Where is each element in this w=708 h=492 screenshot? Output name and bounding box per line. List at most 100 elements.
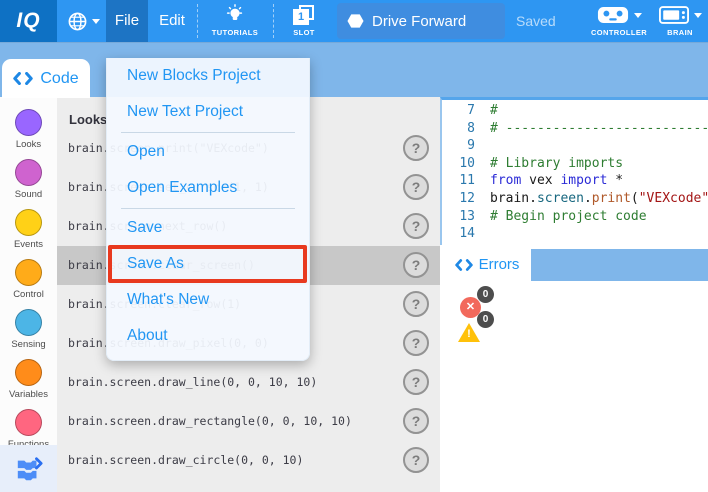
save-status: Saved — [516, 13, 556, 29]
help-button[interactable]: ? — [403, 368, 429, 395]
editor-line: 8 # -------------------------------------… — [442, 120, 708, 138]
line-number: 7 — [467, 103, 475, 118]
file-menu-item-new-blocks-project[interactable]: New Blocks Project — [127, 67, 261, 84]
line-number: 8 — [467, 120, 475, 136]
sidebar-category-functions[interactable]: Functions — [0, 409, 57, 459]
command-row[interactable]: brain.screen.draw_rectangle(0, 0, 10, 10… — [57, 402, 440, 441]
file-menu-divider — [121, 131, 295, 133]
toolbar-divider — [197, 4, 198, 38]
help-button[interactable]: ? — [403, 446, 429, 473]
file-menu-item-save-as[interactable]: Save As — [127, 255, 184, 272]
hexagon-icon — [347, 14, 364, 28]
code-editor[interactable]: 7 #8# -----------------------------------… — [440, 97, 708, 245]
warning-glyph: ! — [467, 328, 471, 340]
help-button[interactable]: ? — [403, 329, 429, 356]
category-circle-icon — [15, 159, 42, 186]
language-menu-button[interactable] — [60, 0, 106, 42]
errors-panel: ✕ 0 ! 0 — [440, 281, 708, 492]
command-row[interactable]: brain.screen.draw_line(0, 0, 10, 10)? — [57, 363, 440, 402]
help-button[interactable]: ? — [403, 173, 429, 200]
file-menu-item-what-s-new[interactable]: What's New — [127, 291, 210, 308]
help-button[interactable]: ? — [403, 134, 429, 161]
category-label: Variables — [9, 389, 48, 400]
code-segment: # Begin project code — [490, 208, 647, 224]
warning-icon — [458, 323, 480, 342]
code-segment: import — [560, 173, 608, 189]
code-segment: # — [490, 103, 498, 118]
help-button[interactable]: ? — [403, 212, 429, 239]
slot-button[interactable]: 1 SLOT — [280, 0, 328, 42]
line-number: 9 — [467, 138, 475, 154]
category-circle-icon — [15, 409, 42, 436]
category-palette: Looks Sound Events Control Sensing Variables F… — [0, 97, 57, 492]
project-name: Drive Forward — [372, 12, 467, 30]
line-number: 13 — [459, 208, 475, 224]
tab-code-label: Code — [40, 69, 79, 87]
code-segment: brain. — [490, 190, 537, 206]
sidebar-category-control[interactable]: Control — [0, 259, 57, 309]
help-button[interactable]: ? — [403, 251, 429, 278]
line-number: 11 — [459, 173, 475, 189]
file-menu-item-save[interactable]: Save — [127, 219, 163, 236]
tab-errors[interactable]: Errors — [443, 248, 531, 281]
brain-button[interactable]: BRAIN — [655, 0, 705, 42]
lightbulb-icon — [226, 4, 244, 20]
file-menu-item-open[interactable]: Open — [127, 143, 165, 160]
category-circle-icon — [15, 309, 42, 336]
controller-button[interactable]: CONTROLLER — [585, 0, 653, 42]
controller-label: CONTROLLER — [590, 28, 648, 37]
line-number: 14 — [459, 226, 475, 242]
code-segment: . — [583, 190, 592, 206]
file-menu-divider — [121, 207, 295, 209]
help-button[interactable]: ? — [403, 290, 429, 317]
line-number: 12 — [459, 190, 475, 206]
editor-line: 10 # Library imports — [442, 155, 708, 173]
warning-count-badge: 0 — [477, 311, 494, 328]
code-segment: * — [607, 173, 624, 189]
tab-code[interactable]: Code — [2, 59, 90, 98]
sidebar-category-sound[interactable]: Sound — [0, 159, 57, 209]
command-row[interactable]: brain.screen.draw_circle(0, 0, 10)? — [57, 441, 440, 480]
sidebar-category-events[interactable]: Events — [0, 209, 57, 259]
help-button[interactable]: ? — [403, 407, 429, 434]
code-segment: # Library imports — [490, 155, 624, 171]
sidebar-category-variables[interactable]: Variables — [0, 359, 57, 409]
category-circle-icon — [15, 209, 42, 236]
category-label: Sound — [14, 189, 43, 200]
category-label: Events — [13, 239, 44, 250]
brain-icon — [658, 6, 689, 24]
file-menu-item-about[interactable]: About — [127, 327, 168, 344]
command-code-text: brain.screen.draw_rectangle(0, 0, 10, 10… — [68, 413, 352, 428]
error-count-badge: 0 — [477, 286, 494, 303]
blocks-toggle-button[interactable] — [0, 445, 57, 492]
code-segment: screen — [536, 190, 584, 206]
errors-tab-strip — [531, 249, 708, 281]
code-icon — [13, 72, 34, 85]
slot-label: SLOT — [293, 28, 315, 37]
sidebar-category-looks[interactable]: Looks — [0, 109, 57, 159]
project-name-field[interactable]: Drive Forward — [337, 3, 505, 39]
code-segment: from — [490, 173, 522, 189]
category-label: Functions — [8, 439, 49, 450]
chevron-down-icon — [693, 12, 702, 18]
line-number: 10 — [459, 155, 475, 171]
chevron-down-icon — [633, 12, 642, 18]
sidebar-category-sensing[interactable]: Sensing — [0, 309, 57, 359]
tutorials-button[interactable]: TUTORIALS — [200, 0, 270, 42]
controller-icon — [597, 7, 628, 23]
code-icon — [454, 258, 473, 271]
code-segment: "VEXcode" — [638, 190, 708, 206]
toolbar: IQ File Edit — [0, 0, 708, 42]
editor-line: 13 # Begin project code — [442, 208, 708, 226]
menu-edit[interactable]: Edit — [159, 12, 185, 29]
category-circle-icon — [15, 259, 42, 286]
command-code-text: brain.screen.draw_circle(0, 0, 10) — [68, 452, 304, 467]
code-segment: vex — [521, 173, 561, 189]
file-menu-item-open-examples[interactable]: Open Examples — [127, 179, 238, 196]
category-label: Sensing — [11, 339, 46, 350]
file-menu-item-new-text-project[interactable]: New Text Project — [127, 103, 244, 120]
category-circle-icon — [15, 109, 42, 136]
menu-file[interactable]: File — [106, 0, 148, 42]
